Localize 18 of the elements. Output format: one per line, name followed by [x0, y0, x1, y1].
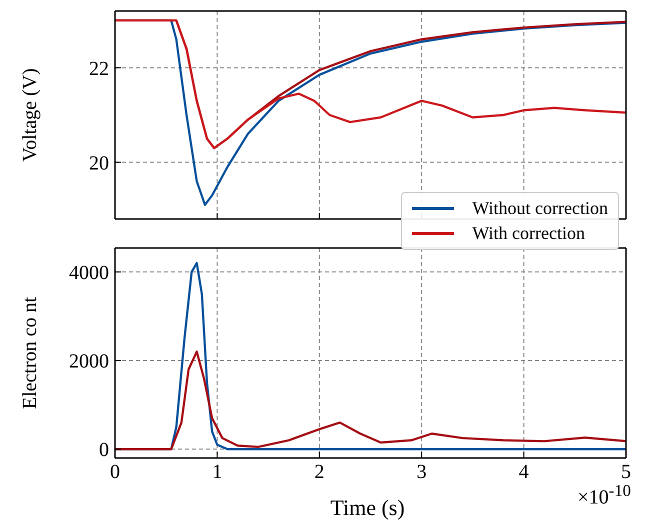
legend-label: With correction [472, 223, 585, 244]
line-series [115, 350, 626, 450]
x-tick-label: 2 [314, 461, 324, 484]
x-tick-label: 4 [518, 461, 529, 484]
x-axis-title: Time (s) [330, 495, 405, 520]
x-tick-label: 5 [621, 461, 631, 484]
y-axis-title: Voltage (V) [19, 68, 42, 162]
y-tick-label: 4000 [69, 262, 109, 284]
x-tick-label: 1 [212, 461, 222, 484]
line-series [115, 19, 626, 150]
y-tick-label: 22 [89, 58, 109, 80]
legend-label: Without correction [472, 198, 608, 219]
x-tick-label: 3 [416, 461, 427, 484]
text: ×10$^{-10}$ [578, 481, 631, 509]
y-tick-label: 20 [89, 152, 109, 174]
y-tick-label: 0 [99, 439, 109, 462]
y-axis-title: Electron co nt [19, 296, 42, 410]
y-tick-label: 2000 [69, 350, 109, 373]
